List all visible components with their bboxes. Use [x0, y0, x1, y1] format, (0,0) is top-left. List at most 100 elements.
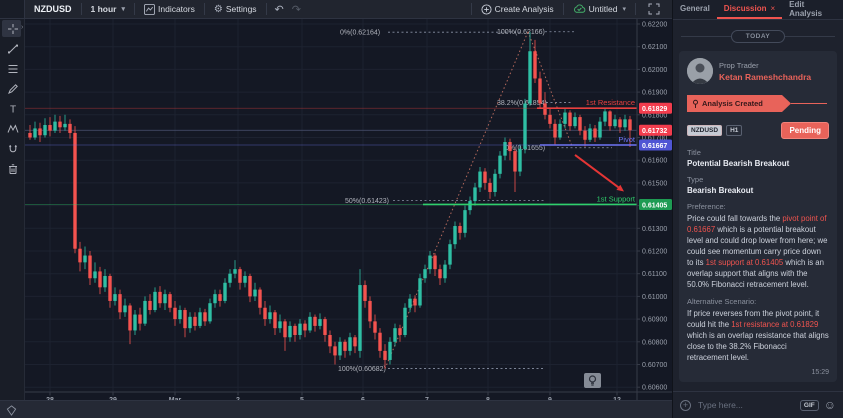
candle-body	[263, 307, 267, 320]
candle-body	[543, 103, 547, 115]
event-ribbon: Analysis Created	[687, 95, 829, 112]
candle-body	[48, 125, 52, 131]
chat-input[interactable]	[696, 399, 795, 411]
candle-body	[458, 226, 462, 233]
candle-body	[483, 171, 487, 183]
emoji-icon[interactable]: ☺	[823, 398, 836, 412]
candle-body	[328, 334, 332, 347]
x-tick-label[interactable]: 28	[46, 397, 54, 400]
candle-body	[88, 255, 92, 279]
y-tick-label[interactable]: 0.60900	[642, 317, 667, 324]
save-status-button[interactable]: Untitled ▾	[564, 0, 635, 18]
candle-body	[238, 269, 242, 283]
price-chart[interactable]: 0%(0.62164)100%(0.62166)38.2%(0.61854)0%…	[25, 19, 672, 400]
x-tick-label[interactable]: 6	[361, 397, 365, 400]
y-tick-label[interactable]: 0.61100	[642, 271, 667, 278]
price-badge-label: 0.61667	[642, 143, 667, 150]
chart-bottom-bar	[0, 400, 672, 418]
candle-body	[538, 78, 542, 104]
x-tick-label[interactable]: 9	[548, 397, 552, 400]
x-tick-label[interactable]: 5	[300, 397, 304, 400]
x-tick-label[interactable]: 12	[613, 397, 621, 400]
symbol-button[interactable]: NZDUSD	[25, 0, 81, 18]
discussion-feed: TODAY Prop Trader Ketan Rameshchandra	[673, 20, 843, 391]
y-tick-label[interactable]: 0.61700	[642, 135, 667, 142]
y-tick-label[interactable]: 0.61900	[642, 90, 667, 97]
analysis-message-card[interactable]: Prop Trader Ketan Rameshchandra Analysis…	[679, 51, 837, 382]
candle-body	[628, 119, 632, 131]
undo-icon[interactable]: ↶	[274, 3, 284, 16]
tab-general[interactable]: General	[680, 4, 710, 13]
panel-tabs: General Discussion × Edit Analysis	[673, 0, 843, 20]
author-name[interactable]: Ketan Rameshchandra	[719, 71, 812, 82]
close-tab-icon[interactable]: ×	[770, 4, 776, 13]
gear-icon: ⚙	[213, 3, 223, 15]
candle-body	[258, 289, 262, 308]
redo-icon[interactable]: ↷	[291, 3, 301, 16]
y-tick-label[interactable]: 0.61600	[642, 158, 667, 165]
y-tick-label[interactable]: 0.61500	[642, 180, 667, 187]
candle-body	[193, 316, 197, 326]
text-icon[interactable]: T	[0, 99, 25, 119]
x-tick-label[interactable]: 7	[425, 397, 429, 400]
candle-body	[38, 128, 42, 136]
y-tick-label[interactable]: 0.61800	[642, 112, 667, 119]
attach-icon[interactable]: +	[680, 399, 691, 411]
candle-body	[598, 121, 602, 138]
price-badge	[639, 124, 672, 136]
gif-button[interactable]: GIF	[799, 399, 819, 411]
candle-body	[403, 307, 407, 335]
brush-icon[interactable]	[0, 79, 25, 99]
trend-line-icon[interactable]	[0, 39, 25, 59]
y-tick-label[interactable]: 0.62200	[642, 22, 667, 29]
y-tick-label[interactable]: 0.62000	[642, 67, 667, 74]
toolbar-expand-icon[interactable]: ›	[21, 24, 24, 31]
candle-body	[373, 321, 377, 333]
divider	[562, 3, 564, 15]
analysis-panel: General Discussion × Edit Analysis TODAY Pr…	[672, 0, 843, 418]
y-tick-label[interactable]: 0.62100	[642, 44, 667, 51]
pending-button[interactable]: Pending	[781, 122, 829, 139]
candle-body	[298, 323, 302, 335]
y-tick-label[interactable]: 0.61200	[642, 249, 667, 256]
magnet-icon[interactable]	[0, 139, 25, 159]
crosshair-icon[interactable]	[0, 19, 25, 39]
x-tick-label[interactable]: 8	[486, 397, 490, 400]
tab-discussion[interactable]: Discussion ×	[716, 0, 783, 19]
fib-retracement-icon[interactable]	[0, 59, 25, 79]
candle-body	[428, 255, 432, 270]
xabcd-pattern-icon[interactable]	[0, 119, 25, 139]
candle-body	[63, 123, 67, 128]
trash-icon[interactable]	[0, 159, 25, 179]
candle-body	[573, 117, 577, 127]
drawn-arrow[interactable]	[574, 154, 619, 189]
tab-edit-analysis[interactable]: Edit Analysis	[789, 0, 823, 18]
price-badge-label: 0.61405	[642, 202, 667, 209]
x-tick-label[interactable]: 2	[236, 397, 240, 400]
fullscreen-button[interactable]	[636, 0, 672, 18]
y-tick-label[interactable]: 0.60800	[642, 339, 667, 346]
idea-lightbulb-button[interactable]	[584, 373, 601, 388]
fib-trendline[interactable]	[384, 31, 529, 369]
x-tick-label[interactable]: 29	[109, 397, 117, 400]
settings-button[interactable]: ⚙ Settings	[205, 0, 266, 18]
y-tick-label[interactable]: 0.61000	[642, 294, 667, 301]
message-composer: + GIF ☺	[673, 391, 843, 418]
cloud-saved-icon	[573, 4, 585, 13]
indicators-button[interactable]: Indicators	[135, 0, 204, 18]
y-tick-label[interactable]: 0.60700	[642, 362, 667, 369]
candle-body	[253, 289, 257, 297]
drawings-panel-icon[interactable]	[6, 405, 17, 416]
timeframe-badge: H1	[726, 125, 743, 136]
fib-level-label: 100%(0.62166)	[497, 29, 545, 36]
avatar[interactable]	[687, 58, 713, 84]
y-tick-label[interactable]: 0.61300	[642, 226, 667, 233]
candle-body	[583, 130, 587, 140]
candle-body	[613, 119, 617, 127]
y-tick-label[interactable]: 0.60600	[642, 385, 667, 392]
x-tick-label[interactable]: Mar	[169, 397, 182, 400]
date-divider-label: TODAY	[730, 30, 786, 43]
level-label: Pivot	[618, 135, 636, 144]
create-analysis-button[interactable]: Create Analysis	[472, 0, 563, 18]
timeframe-button[interactable]: 1 hour ▾	[82, 0, 135, 18]
